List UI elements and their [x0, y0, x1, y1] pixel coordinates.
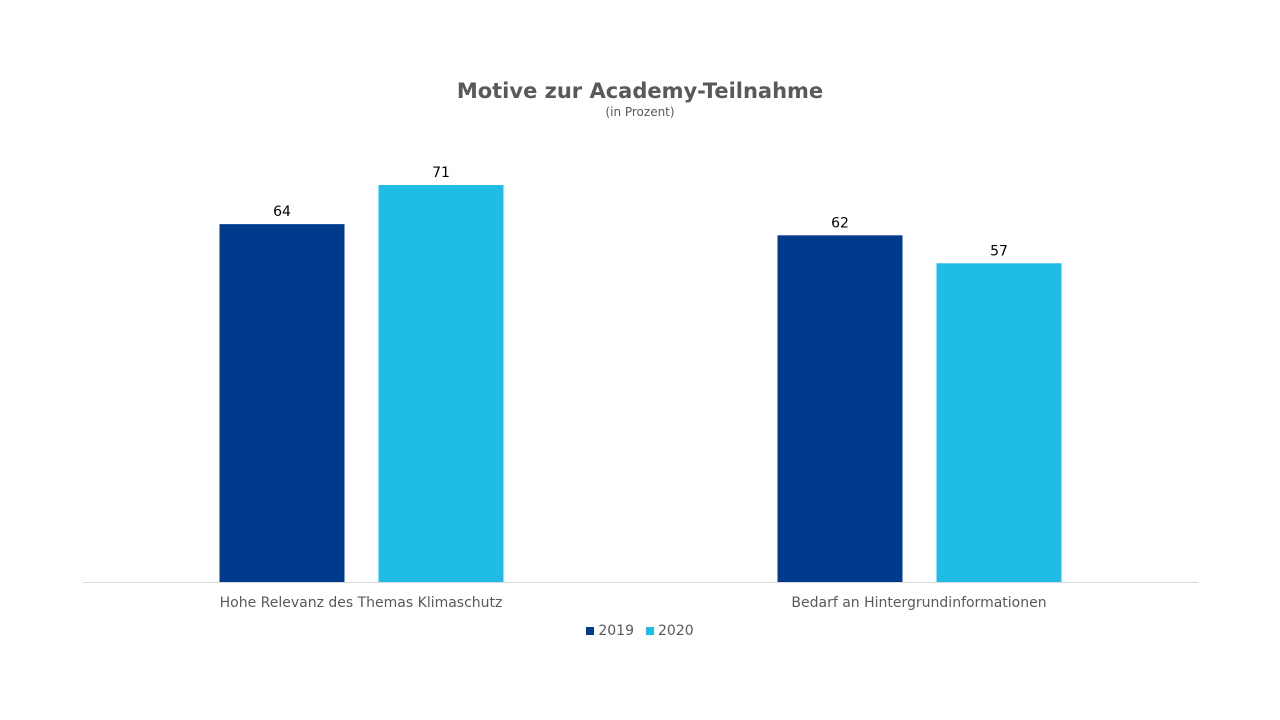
legend: 2019 2020 — [0, 621, 1280, 641]
data-label-2020-0: 71 — [432, 165, 450, 181]
legend-swatch-2020 — [646, 627, 654, 635]
bar-2019-1 — [777, 235, 903, 582]
category-label-0: Hohe Relevanz des Themas Klimaschutz — [220, 595, 503, 611]
data-label-2019-1: 62 — [831, 215, 849, 231]
data-label-2019-0: 64 — [273, 204, 291, 220]
legend-item-2019: 2019 — [586, 621, 634, 641]
legend-label-2019: 2019 — [598, 623, 634, 639]
bar-2020-1 — [936, 263, 1062, 582]
chart-subtitle: (in Prozent) — [605, 105, 675, 119]
legend-label-2020: 2020 — [658, 623, 694, 639]
legend-swatch-2019 — [586, 627, 595, 635]
data-label-2020-1: 57 — [990, 243, 1008, 259]
bar-2019-0 — [219, 224, 345, 582]
legend-item-2020: 2020 — [646, 621, 694, 641]
bar-2020-0 — [378, 185, 504, 582]
category-label-1: Bedarf an Hintergrundinformationen — [791, 595, 1046, 611]
chart-title: Motive zur Academy-Teilnahme — [456, 79, 824, 103]
